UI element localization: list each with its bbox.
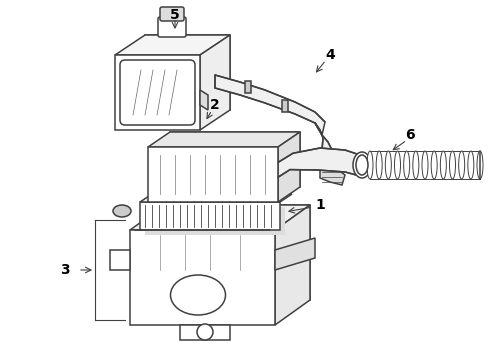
Polygon shape <box>145 35 230 110</box>
Polygon shape <box>278 148 360 177</box>
Polygon shape <box>245 81 251 93</box>
Ellipse shape <box>468 151 474 179</box>
FancyBboxPatch shape <box>158 17 186 37</box>
Polygon shape <box>115 55 200 130</box>
Ellipse shape <box>113 205 131 217</box>
Polygon shape <box>170 132 300 187</box>
Polygon shape <box>145 207 285 235</box>
Ellipse shape <box>385 151 392 179</box>
Polygon shape <box>215 75 325 135</box>
Ellipse shape <box>441 151 446 179</box>
Ellipse shape <box>404 151 410 179</box>
Polygon shape <box>115 35 230 55</box>
Polygon shape <box>140 194 292 202</box>
Polygon shape <box>315 123 332 165</box>
Polygon shape <box>275 238 315 270</box>
Ellipse shape <box>431 151 437 179</box>
Ellipse shape <box>367 151 373 179</box>
Polygon shape <box>148 132 300 147</box>
FancyBboxPatch shape <box>160 7 184 21</box>
Polygon shape <box>140 202 280 230</box>
Polygon shape <box>180 325 230 340</box>
Ellipse shape <box>449 151 456 179</box>
Text: 1: 1 <box>315 198 325 212</box>
Ellipse shape <box>394 151 400 179</box>
FancyBboxPatch shape <box>120 60 195 125</box>
Text: 2: 2 <box>210 98 220 112</box>
Polygon shape <box>282 100 288 112</box>
Polygon shape <box>200 90 208 110</box>
Text: 3: 3 <box>60 263 70 277</box>
Polygon shape <box>110 250 130 270</box>
Polygon shape <box>200 35 230 130</box>
Ellipse shape <box>376 151 382 179</box>
Polygon shape <box>130 230 275 325</box>
Ellipse shape <box>356 155 368 175</box>
Polygon shape <box>148 147 278 202</box>
Polygon shape <box>130 205 310 230</box>
Polygon shape <box>320 165 345 185</box>
Polygon shape <box>165 205 310 300</box>
Ellipse shape <box>353 152 371 178</box>
Text: 6: 6 <box>405 128 415 142</box>
Polygon shape <box>278 132 300 202</box>
Ellipse shape <box>459 151 465 179</box>
Ellipse shape <box>477 151 483 179</box>
Circle shape <box>197 324 213 340</box>
Ellipse shape <box>422 151 428 179</box>
Polygon shape <box>275 205 310 325</box>
Text: 4: 4 <box>325 48 335 62</box>
Ellipse shape <box>171 275 225 315</box>
Text: 5: 5 <box>170 8 180 22</box>
Ellipse shape <box>413 151 419 179</box>
